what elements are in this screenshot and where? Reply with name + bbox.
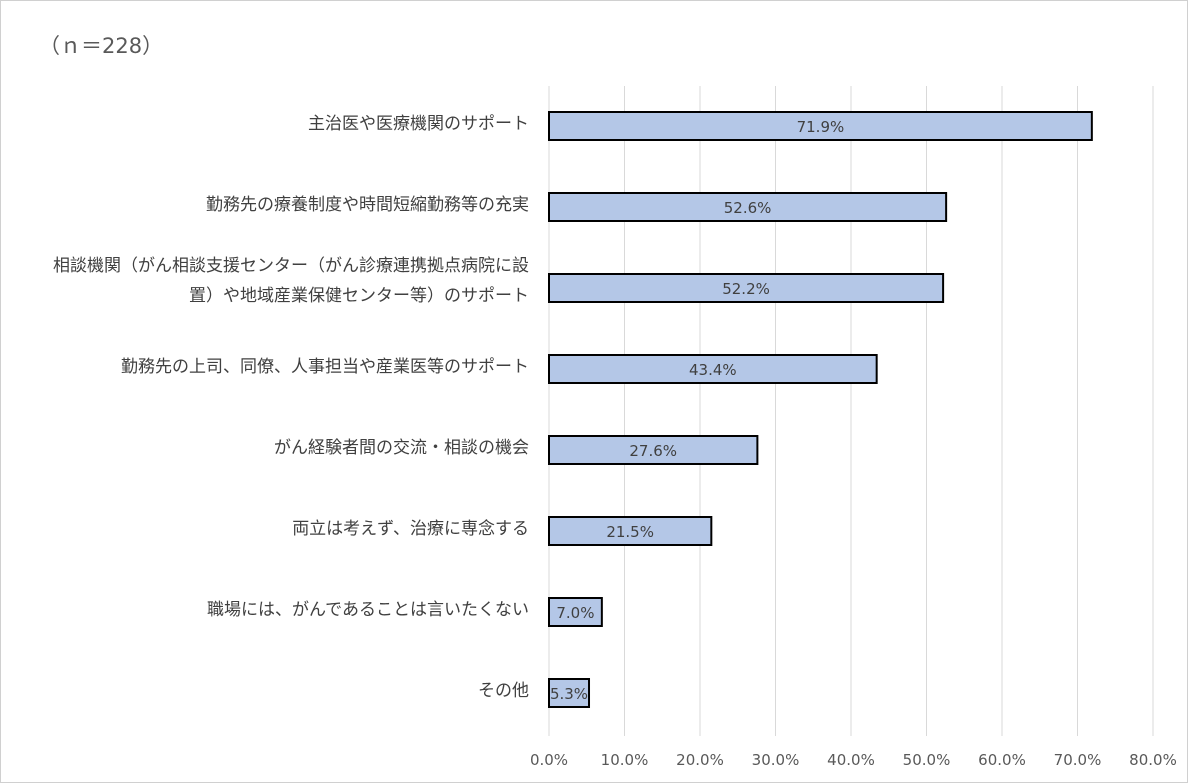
bar [548,597,603,627]
category-label: 勤務先の療養制度や時間短縮勤務等の充実 [206,195,529,215]
x-tick-label: 80.0% [1129,751,1177,769]
bar [548,192,948,222]
bar-value-label: 27.6% [629,442,677,460]
bars: 71.9% 52.6% 52.2% 43.4% 27.6% 21.5% 7.0% 5.3% [548,111,1093,708]
category-label: 相談機関（がん相談支援センター（がん診療連携拠点病院に設 [53,256,529,276]
bar-value-label: 71.9% [797,118,845,136]
bar-value-label: 52.2% [722,280,770,298]
category-label: その他 [478,681,529,701]
category-label: 主治医や医療機関のサポート [308,114,529,134]
category-labels: 主治医や医療機関のサポート勤務先の療養制度や時間短縮勤務等の充実相談機関（がん相… [53,114,529,701]
category-label: 両立は考えず、治療に専念する [292,518,529,539]
x-tick-label: 10.0% [601,751,649,769]
x-tick-label: 60.0% [978,751,1026,769]
x-tick-label: 70.0% [1054,751,1102,769]
x-tick-label: 40.0% [827,751,875,769]
bar [548,111,1093,141]
category-label: がん経験者間の交流・相談の機会 [274,438,529,458]
bar [548,273,945,303]
bar-value-label: 21.5% [606,523,654,541]
x-axis-tick-labels: 0.0% 10.0% 20.0% 30.0% 40.0% 50.0% 60.0% 70.0% 8… [530,751,1177,769]
bar-value-label: 52.6% [724,199,772,217]
sample-size-label: （ｎ＝228） [39,34,163,58]
category-label: 勤務先の上司、同僚、人事担当や産業医等のサポート [121,357,529,377]
bar-value-label: 7.0% [556,604,594,622]
bar [548,435,759,465]
bar [548,678,591,708]
x-tick-label: 20.0% [676,751,724,769]
bar-value-label: 5.3% [550,685,588,703]
gridlines [548,86,1154,736]
x-tick-label: 30.0% [752,751,800,769]
bar [548,354,878,384]
bar-value-label: 43.4% [689,361,737,379]
x-tick-label: 0.0% [530,751,568,769]
x-tick-label: 50.0% [903,751,951,769]
bar [548,516,713,546]
category-label: 置）や地域産業保健センター等）のサポート [189,286,529,306]
category-label: 職場には、がんであることは言いたくない [207,600,529,620]
